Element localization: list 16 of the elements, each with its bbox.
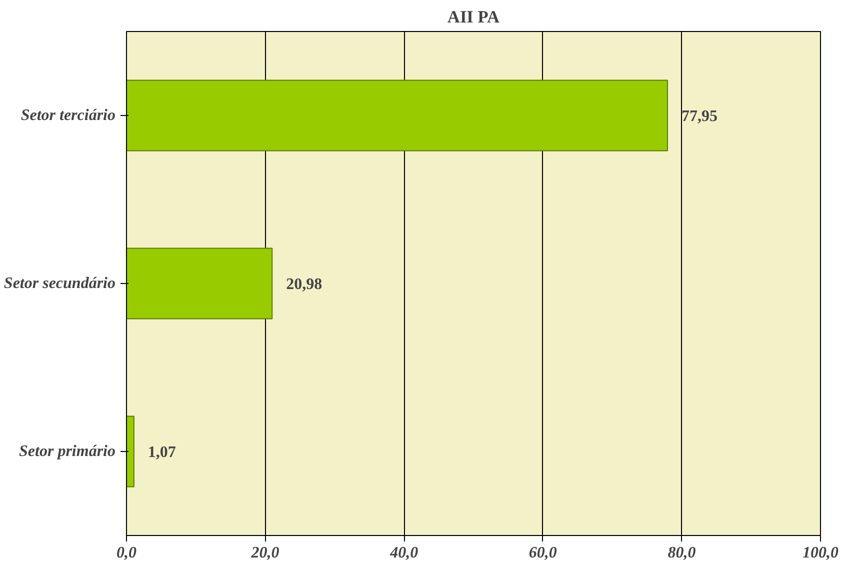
x-tick-label: 20,0	[250, 544, 280, 562]
data-label: 77,95	[681, 108, 718, 125]
x-tick-label: 80,0	[668, 544, 696, 562]
x-tick-label: 0,0	[116, 544, 136, 562]
chart-title: AII PA	[447, 8, 500, 26]
bar	[126, 248, 273, 320]
bar	[126, 80, 668, 152]
x-tick-label: 60,0	[528, 544, 557, 562]
bar	[126, 416, 134, 488]
y-tick-label: Setor terciário	[20, 107, 116, 124]
y-tick-label: Setor primário	[19, 443, 116, 460]
data-label: 20,98	[286, 276, 322, 293]
x-tick-label: 100,0	[802, 544, 838, 562]
y-tick-label: Setor secundário	[4, 275, 116, 292]
data-label: 1,07	[148, 444, 176, 461]
x-tick-label: 40,0	[389, 544, 418, 562]
